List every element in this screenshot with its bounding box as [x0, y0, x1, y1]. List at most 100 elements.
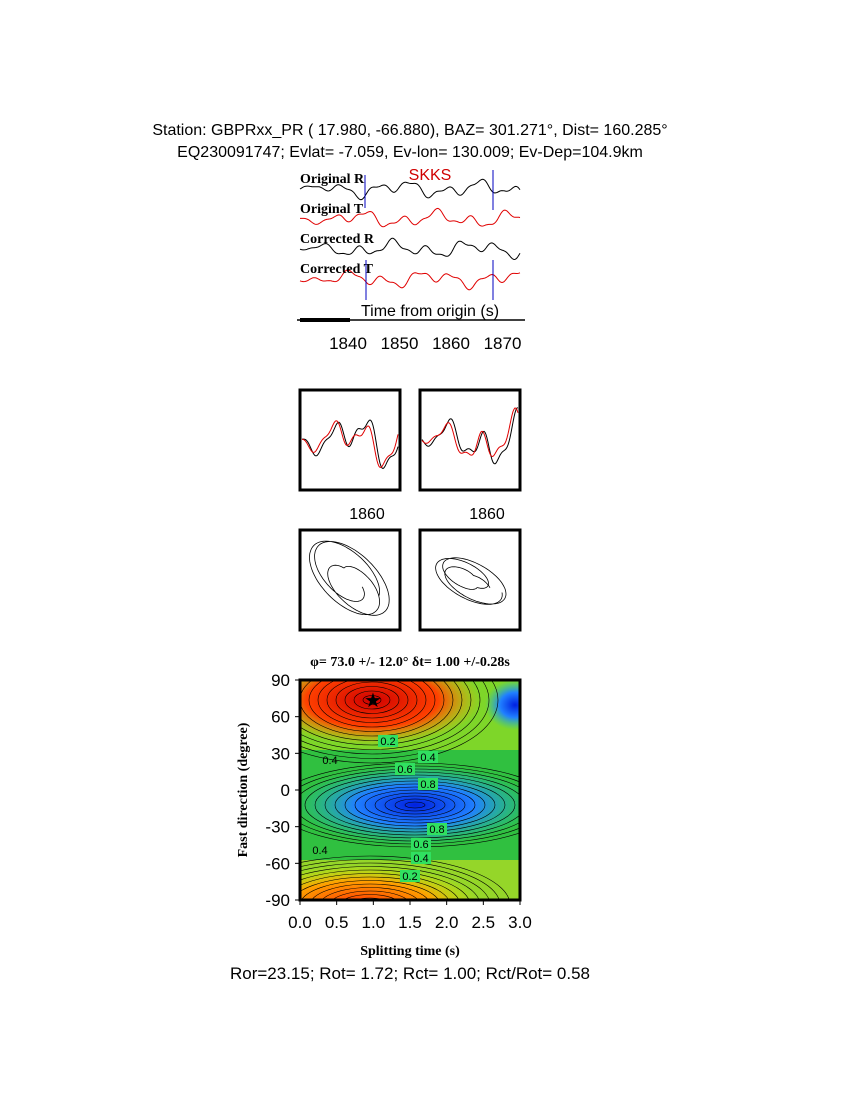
contour — [300, 873, 460, 900]
contour-label: 0.8 — [420, 779, 435, 791]
contour — [334, 780, 496, 830]
contour — [301, 880, 439, 900]
y-label: Fast direction (degree) — [236, 722, 251, 857]
picks — [364, 170, 494, 300]
x-tick-label: 2.5 — [472, 913, 496, 932]
contour-label: 0.6 — [397, 764, 412, 776]
tick-label: 1870 — [484, 334, 522, 353]
trace-label: Corrected T — [300, 262, 374, 277]
contour — [344, 783, 486, 827]
x-tick-label: 1.0 — [362, 913, 386, 932]
contour — [355, 897, 385, 900]
contour — [300, 680, 463, 746]
contour — [364, 789, 466, 821]
contour-label-bg — [418, 778, 438, 790]
particle-path — [435, 557, 507, 605]
trace — [299, 237, 521, 261]
best-fit-star: ★ — [364, 690, 382, 712]
contour — [300, 862, 490, 900]
contour-label: 0.6 — [413, 839, 428, 851]
footer: Ror=23.15; Rot= 1.72; Rct= 1.00; Rct/Rot… — [230, 964, 590, 983]
contour — [300, 680, 481, 755]
x-tick-label: 0.0 — [288, 913, 312, 932]
contour — [317, 680, 427, 728]
waveform-box — [298, 388, 402, 492]
map-title: φ= 73.0 +/- 12.0° δt= 1.00 +/-0.28s — [310, 655, 510, 670]
trace — [300, 207, 521, 228]
contour — [353, 690, 391, 710]
contour — [394, 798, 436, 812]
contour-label: 0.4 — [312, 845, 327, 857]
waveform — [301, 420, 399, 468]
contour — [354, 786, 476, 824]
contour — [324, 777, 506, 833]
contour — [300, 876, 450, 900]
header-line: EQ230091747; Evlat= -7.059, Ev-lon= 130.… — [177, 144, 643, 161]
particle-box — [418, 528, 522, 632]
contour-label-bg — [400, 870, 420, 882]
contour — [384, 795, 446, 815]
waveform-box — [418, 388, 522, 492]
contour — [404, 801, 426, 809]
contour-label: 0.4 — [322, 755, 337, 767]
tick-label: 1860 — [469, 506, 505, 523]
contour — [300, 680, 499, 764]
waveform — [421, 407, 519, 458]
y-tick-label: -60 — [265, 854, 290, 873]
particle-path — [309, 540, 390, 616]
trace-label: Original T — [300, 202, 364, 217]
contour — [308, 680, 436, 732]
contour — [321, 887, 419, 900]
contour — [332, 890, 408, 900]
contour — [300, 680, 490, 759]
contour — [311, 883, 429, 900]
x-tick-label: 0.5 — [325, 913, 349, 932]
contour-label: 0.4 — [413, 853, 428, 865]
contour-label-bg — [418, 751, 438, 763]
contour — [344, 686, 400, 714]
contour-label-bg — [395, 763, 415, 775]
y-tick-label: 60 — [271, 708, 290, 727]
contour — [360, 902, 380, 909]
contour — [343, 894, 397, 900]
contour-label-bg — [378, 735, 398, 747]
x-tick-label: 2.0 — [435, 913, 459, 932]
x-label: Splitting time (s) — [360, 944, 460, 959]
x-tick-label: 1.5 — [398, 913, 422, 932]
axis-label: Time from origin (s) — [361, 303, 499, 320]
contour — [374, 792, 456, 818]
contour — [300, 869, 470, 900]
waveforms — [301, 407, 519, 470]
contour-label-bg — [427, 823, 447, 835]
tick-label: 1860 — [432, 334, 470, 353]
contour — [300, 859, 500, 900]
phase-label: SKKS — [409, 167, 452, 184]
tick-label: 1860 — [349, 506, 385, 523]
contour — [300, 855, 510, 900]
traces: Original R Original T Corrected R Corrected… — [299, 172, 521, 291]
contour-label-bg — [411, 838, 431, 850]
trace — [299, 269, 521, 291]
y-tick-label: 90 — [271, 671, 290, 690]
contour — [326, 680, 418, 723]
trace-label: Original R — [300, 172, 365, 187]
y-tick-label: -30 — [265, 818, 290, 837]
contour-label: 0.2 — [380, 736, 395, 748]
contour — [300, 680, 445, 737]
tick-label: 1850 — [381, 334, 419, 353]
contour — [362, 695, 382, 705]
contour-label: 0.2 — [402, 871, 417, 883]
contour — [300, 680, 472, 750]
trace-label: Corrected R — [300, 232, 375, 247]
contour — [300, 680, 454, 741]
particle-box — [298, 528, 402, 632]
trace — [299, 178, 521, 201]
contour-label-bg — [411, 852, 431, 864]
contour-label: 0.8 — [429, 824, 444, 836]
particle-motion — [309, 540, 507, 616]
x-tick-label: 3.0 — [508, 913, 532, 932]
y-tick-label: 0 — [281, 781, 290, 800]
waveform — [301, 419, 399, 470]
header-line: Station: GBPRxx_PR ( 17.980, -66.880), B… — [152, 122, 667, 139]
